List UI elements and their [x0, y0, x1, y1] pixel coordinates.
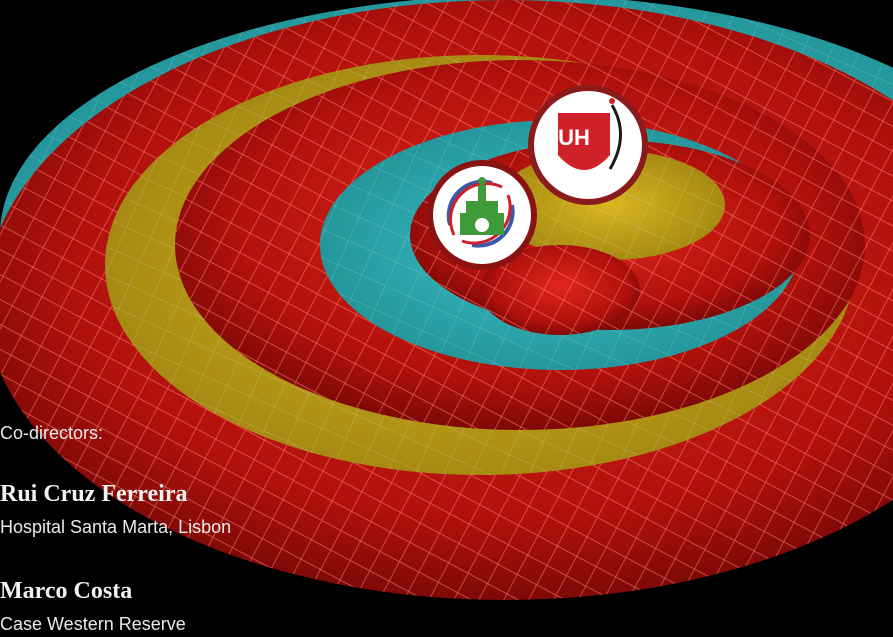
director-name: Marco Costa	[0, 578, 133, 604]
hospital-santa-marta-logo	[427, 160, 537, 270]
uh-logo-text: UH	[558, 125, 590, 150]
codirectors-label: Co-directors:	[0, 423, 104, 443]
director-affiliation: Hospital Santa Marta, Lisbon	[0, 517, 232, 537]
director-affiliation: Case Western Reserve	[0, 614, 186, 634]
director-name: Rui Cruz Ferreira	[0, 481, 188, 507]
uh-logo: UH	[528, 85, 648, 205]
innermost-red-coil	[480, 245, 640, 335]
